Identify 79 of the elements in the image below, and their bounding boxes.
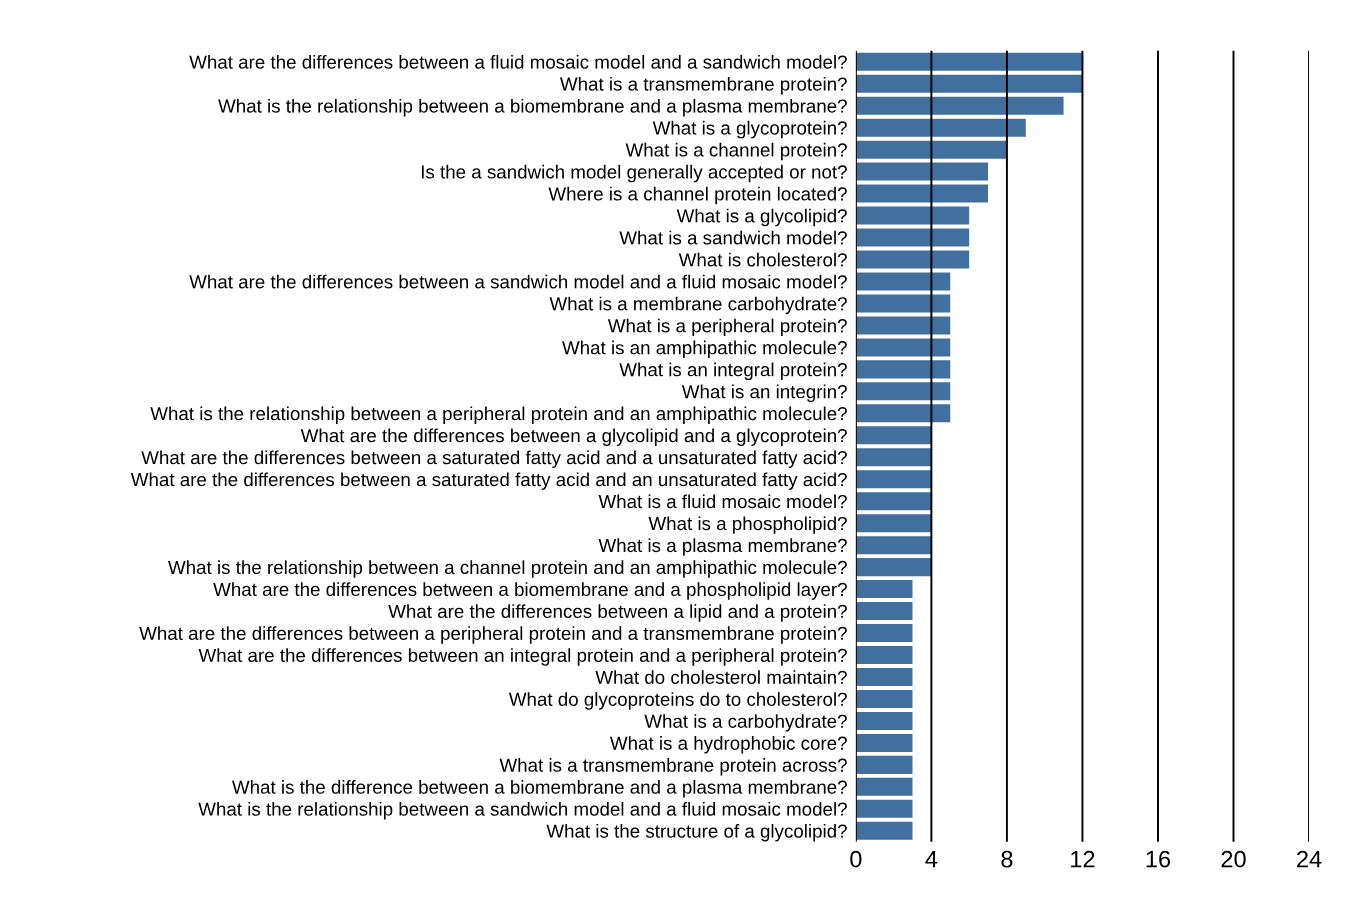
- bar: [855, 206, 970, 225]
- y-tick-label: What is the relationship between a sandwich model and a fluid mosaic model?: [198, 802, 847, 820]
- bar: [855, 184, 989, 203]
- bar: [855, 689, 913, 708]
- y-tick-label: What is a transmembrane protein?: [559, 76, 847, 95]
- y-tick-label: What is cholesterol?: [678, 252, 847, 267]
- x-tick-label: 12: [1071, 850, 1095, 868]
- y-tick-label: What are the differences between a fluid mosaic model and a sandwich model?: [189, 54, 847, 69]
- y-tick-label: What are the differences between a biomembrane and a phospholipid layer?: [213, 582, 847, 600]
- bar: [855, 733, 913, 752]
- bar: [855, 272, 951, 291]
- y-tick-label: What is the structure of a glycolipid?: [546, 824, 847, 842]
- y-tick-label: What is an amphipathic molecule?: [562, 340, 847, 359]
- bar: [855, 711, 913, 730]
- bar: [855, 646, 913, 665]
- bar: [855, 404, 951, 423]
- y-tick-label: What is a phospholipid?: [648, 516, 847, 534]
- y-tick-label: What is the relationship between a channel protein and an amphipathic molecule?: [168, 560, 847, 578]
- y-tick-label: What is an integral protein?: [619, 362, 847, 381]
- y-tick-label: What are the differences between a lipid and a protein?: [388, 604, 847, 622]
- bar: [855, 96, 1064, 115]
- y-tick-label: What is the relationship between a peripheral protein and an amphipathic molecule?: [150, 406, 847, 424]
- y-tick-label: What do glycoproteins do to cholesterol?: [508, 692, 847, 710]
- bar: [855, 294, 951, 313]
- y-tick-label: What is a glycolipid?: [676, 208, 847, 227]
- bar: [855, 426, 932, 445]
- bar: [855, 492, 932, 511]
- bar: [855, 316, 951, 335]
- y-tick-label: What are the differences between a sandwich model and a fluid mosaic model?: [189, 274, 847, 289]
- bar: [855, 250, 970, 269]
- x-tick-label: 16: [1146, 850, 1171, 868]
- bar: [855, 162, 989, 181]
- y-tick-label: What do cholesterol maintain?: [595, 670, 847, 684]
- y-tick-label: What is a plasma membrane?: [598, 538, 847, 556]
- bar: [855, 514, 932, 533]
- bar: [855, 118, 1026, 137]
- bar: [855, 558, 932, 577]
- bar: [855, 470, 932, 489]
- y-tick-label: What is a glycoprotein?: [652, 120, 847, 139]
- bar: [855, 580, 913, 599]
- x-tick-label: 20: [1221, 850, 1246, 868]
- bar: [855, 382, 951, 401]
- y-tick-label: What is a sandwich model?: [619, 230, 847, 245]
- bar: [855, 536, 932, 555]
- x-tick-label: 8: [1001, 850, 1013, 868]
- y-tick-label: What are the differences between a glycolipid and a glycoprotein?: [300, 428, 847, 446]
- bar: [855, 624, 913, 643]
- bar: [855, 777, 913, 796]
- y-tick-label: What is a membrane carbohydrate?: [549, 296, 847, 315]
- bar: [855, 602, 913, 621]
- bar: [855, 799, 913, 818]
- y-tick-label: What is a hydrophobic core?: [609, 736, 847, 754]
- bar: [855, 755, 913, 774]
- y-tick-label: What is a carbohydrate?: [644, 714, 847, 732]
- y-tick-label: What is a fluid mosaic model?: [598, 494, 847, 509]
- y-tick-label: Is the a sandwich model generally accepted or not?: [421, 164, 847, 183]
- y-tick-label: What is the relationship between a biomembrane and a plasma membrane?: [218, 98, 847, 117]
- bar: [855, 448, 932, 467]
- bar: [855, 74, 1083, 93]
- y-tick-label: What is the difference between a biomembrane and a plasma membrane?: [232, 780, 847, 798]
- y-tick-label: What is a channel protein?: [625, 142, 847, 161]
- bar: [855, 821, 913, 840]
- y-tick-label: Where is a channel protein located?: [548, 186, 847, 205]
- x-tick-label: 0: [850, 850, 862, 868]
- y-tick-label: What is an integrin?: [681, 384, 847, 403]
- x-tick-label: 24: [1297, 850, 1322, 868]
- y-tick-label: What are the differences between a saturated fatty acid and an unsaturated fatty acid?: [130, 472, 847, 490]
- bar: [855, 228, 970, 247]
- bar: [855, 360, 951, 379]
- bar: [855, 52, 1083, 71]
- bar: [855, 667, 913, 686]
- y-tick-label: What is a peripheral protein?: [607, 318, 847, 337]
- y-tick-label: What is a transmembrane protein across?: [499, 758, 847, 776]
- y-tick-label: What are the differences between an integral protein and a peripheral protein?: [198, 648, 847, 666]
- y-tick-label: What are the differences between a peripheral protein and a transmembrane protein?: [139, 626, 847, 644]
- bar: [855, 140, 1007, 159]
- bar: [855, 338, 951, 357]
- y-tick-label: What are the differences between a saturated fatty acid and a unsaturated fatty acid?: [141, 450, 847, 468]
- x-tick-label: 4: [925, 850, 938, 868]
